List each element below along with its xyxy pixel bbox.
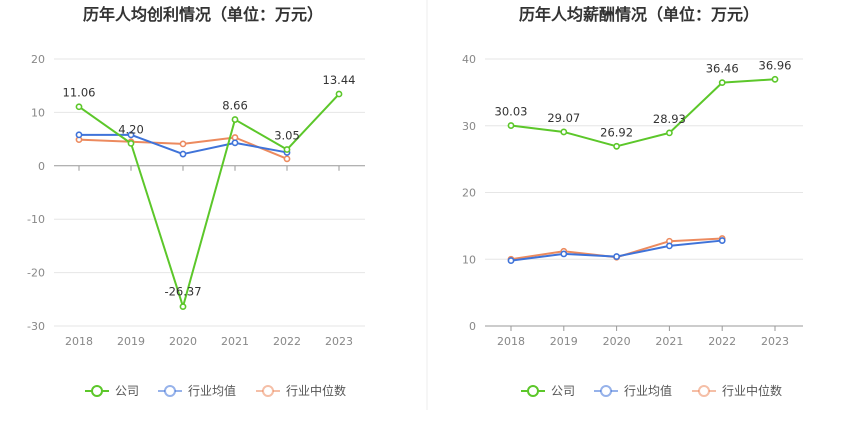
x-tick-label: 2019 — [117, 335, 145, 348]
x-tick-label: 2023 — [761, 335, 789, 348]
data-point — [127, 131, 135, 139]
data-label: 29.07 — [547, 111, 580, 125]
data-point — [666, 242, 673, 250]
chart-2: 历年人均薪酬情况（单位：万元） 40 30 20 10 0 2018 2019 2020 2021… — [462, 5, 803, 398]
data-point — [75, 103, 83, 111]
data-label: 8.66 — [222, 99, 248, 113]
data-label: 36.46 — [706, 62, 739, 76]
data-point — [560, 128, 568, 136]
y-tick-label: 20 — [462, 187, 476, 200]
data-point — [718, 79, 726, 87]
data-label: 26.92 — [600, 125, 633, 139]
x-tick-label: 2022 — [273, 335, 301, 348]
legend-swatch-marker — [698, 385, 710, 397]
data-label: -26.37 — [164, 285, 201, 299]
legend-swatch-marker — [600, 385, 612, 397]
legend-item-0: 公司 — [85, 384, 139, 398]
data-point — [560, 250, 568, 258]
data-point — [127, 139, 135, 147]
data-point — [507, 122, 515, 129]
data-point — [231, 139, 239, 147]
data-point — [283, 146, 291, 153]
legend-label: 行业均值 — [624, 383, 672, 398]
legend-swatch-marker — [527, 385, 539, 397]
x-tick-label: 2020 — [603, 335, 631, 348]
legend-swatch-marker — [262, 385, 274, 397]
legend-item-1: 行业均值 — [594, 383, 672, 398]
y-tick-label: -10 — [27, 213, 45, 226]
legend-swatch-marker — [164, 385, 176, 397]
data-label: 4.20 — [118, 122, 144, 136]
y-tick-label: 30 — [462, 120, 476, 133]
x-tick-label: 2018 — [65, 335, 93, 348]
chart-1: 历年人均创利情况（单位：万元） 20 10 0 -10 -20 -30 2018 2019 202… — [27, 5, 365, 398]
data-point — [179, 150, 187, 158]
data-point — [666, 129, 673, 137]
legend-label: 行业中位数 — [286, 383, 346, 398]
legend-item-0: 公司 — [521, 384, 575, 398]
legend-swatch-marker — [91, 385, 103, 397]
data-point — [613, 253, 620, 260]
y-tick-label: 40 — [462, 53, 476, 66]
data-label: 11.06 — [63, 86, 96, 100]
y-tick-label: 10 — [462, 253, 476, 266]
data-label: 3.05 — [274, 129, 300, 143]
y-tick-label: 20 — [31, 53, 45, 66]
x-tick-label: 2020 — [169, 335, 197, 348]
y-tick-label: 10 — [31, 106, 45, 119]
series-line-0 — [78, 93, 340, 308]
data-point — [75, 131, 83, 139]
data-point — [507, 257, 515, 264]
x-tick-label: 2021 — [221, 335, 249, 348]
data-point — [613, 142, 620, 150]
legend-label: 行业中位数 — [722, 383, 782, 398]
legend-item-2: 行业中位数 — [692, 383, 782, 398]
y-tick-label: -30 — [27, 320, 45, 333]
data-point — [283, 155, 291, 163]
data-point — [179, 303, 187, 311]
data-point — [231, 116, 239, 123]
data-label: 36.96 — [759, 58, 792, 72]
y-tick-label: 0 — [38, 160, 45, 173]
x-tick-label: 2023 — [325, 335, 353, 348]
data-point — [231, 134, 239, 141]
legend-label: 公司 — [551, 384, 575, 398]
data-point — [335, 90, 343, 98]
x-tick-label: 2018 — [497, 335, 525, 348]
legend-item-1: 行业均值 — [158, 383, 236, 398]
y-tick-label: 0 — [469, 320, 476, 333]
x-tick-label: 2019 — [550, 335, 578, 348]
chart-title: 历年人均薪酬情况（单位：万元） — [519, 5, 759, 24]
x-tick-label: 2021 — [655, 335, 683, 348]
data-point — [718, 237, 726, 244]
chart-title: 历年人均创利情况（单位：万元） — [83, 5, 323, 24]
y-tick-label: -20 — [27, 267, 45, 280]
legend-item-2: 行业中位数 — [256, 383, 346, 398]
data-label: 28.93 — [653, 112, 686, 126]
data-label: 13.44 — [323, 73, 356, 87]
series-line-0 — [510, 78, 776, 148]
data-point — [179, 140, 187, 148]
legend-label: 行业均值 — [188, 383, 236, 398]
x-tick-label: 2022 — [708, 335, 736, 348]
data-point — [771, 75, 779, 83]
legend-label: 公司 — [115, 384, 139, 398]
data-label: 30.03 — [495, 105, 528, 119]
